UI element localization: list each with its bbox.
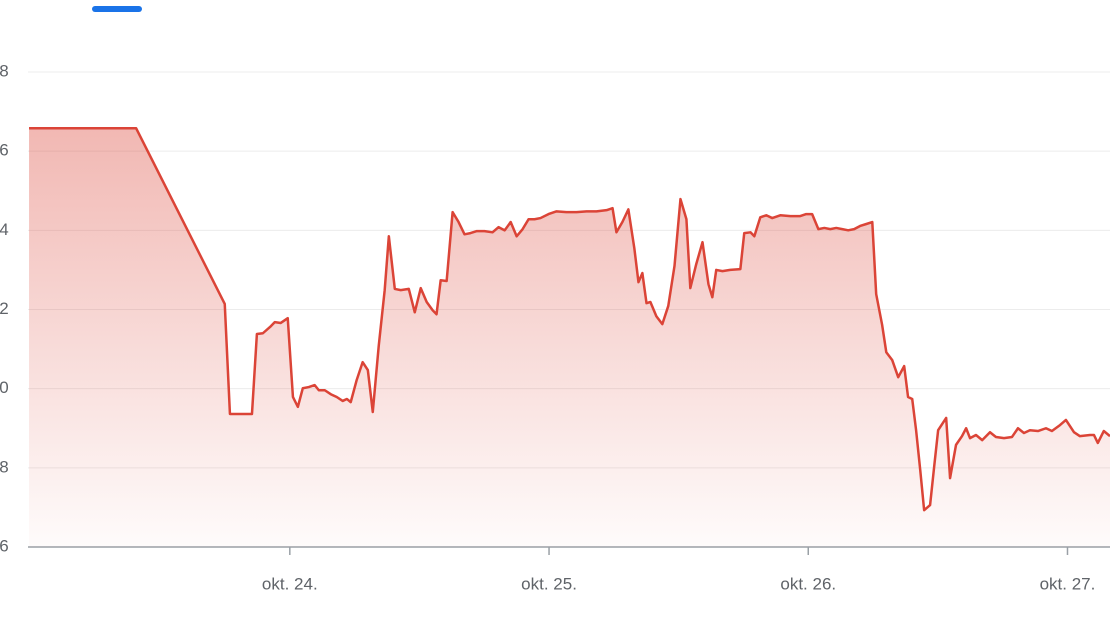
y-tick-label: 8	[0, 457, 9, 476]
y-tick-label: 6	[0, 141, 9, 160]
area-fill	[29, 128, 1110, 547]
y-tick-label: 2	[0, 299, 9, 318]
y-tick-label: 6	[0, 536, 9, 555]
price-line	[29, 126, 1110, 512]
x-tick-label: okt. 27.	[1040, 574, 1096, 593]
x-tick-label: okt. 24.	[262, 574, 318, 593]
y-tick-label: 0	[0, 378, 9, 397]
y-tick-label: 4	[0, 220, 9, 239]
x-tick-label: okt. 25.	[521, 574, 577, 593]
tab-indicator	[92, 6, 142, 12]
x-tick-label: okt. 26.	[780, 574, 836, 593]
y-tick-label: 8	[0, 61, 9, 80]
